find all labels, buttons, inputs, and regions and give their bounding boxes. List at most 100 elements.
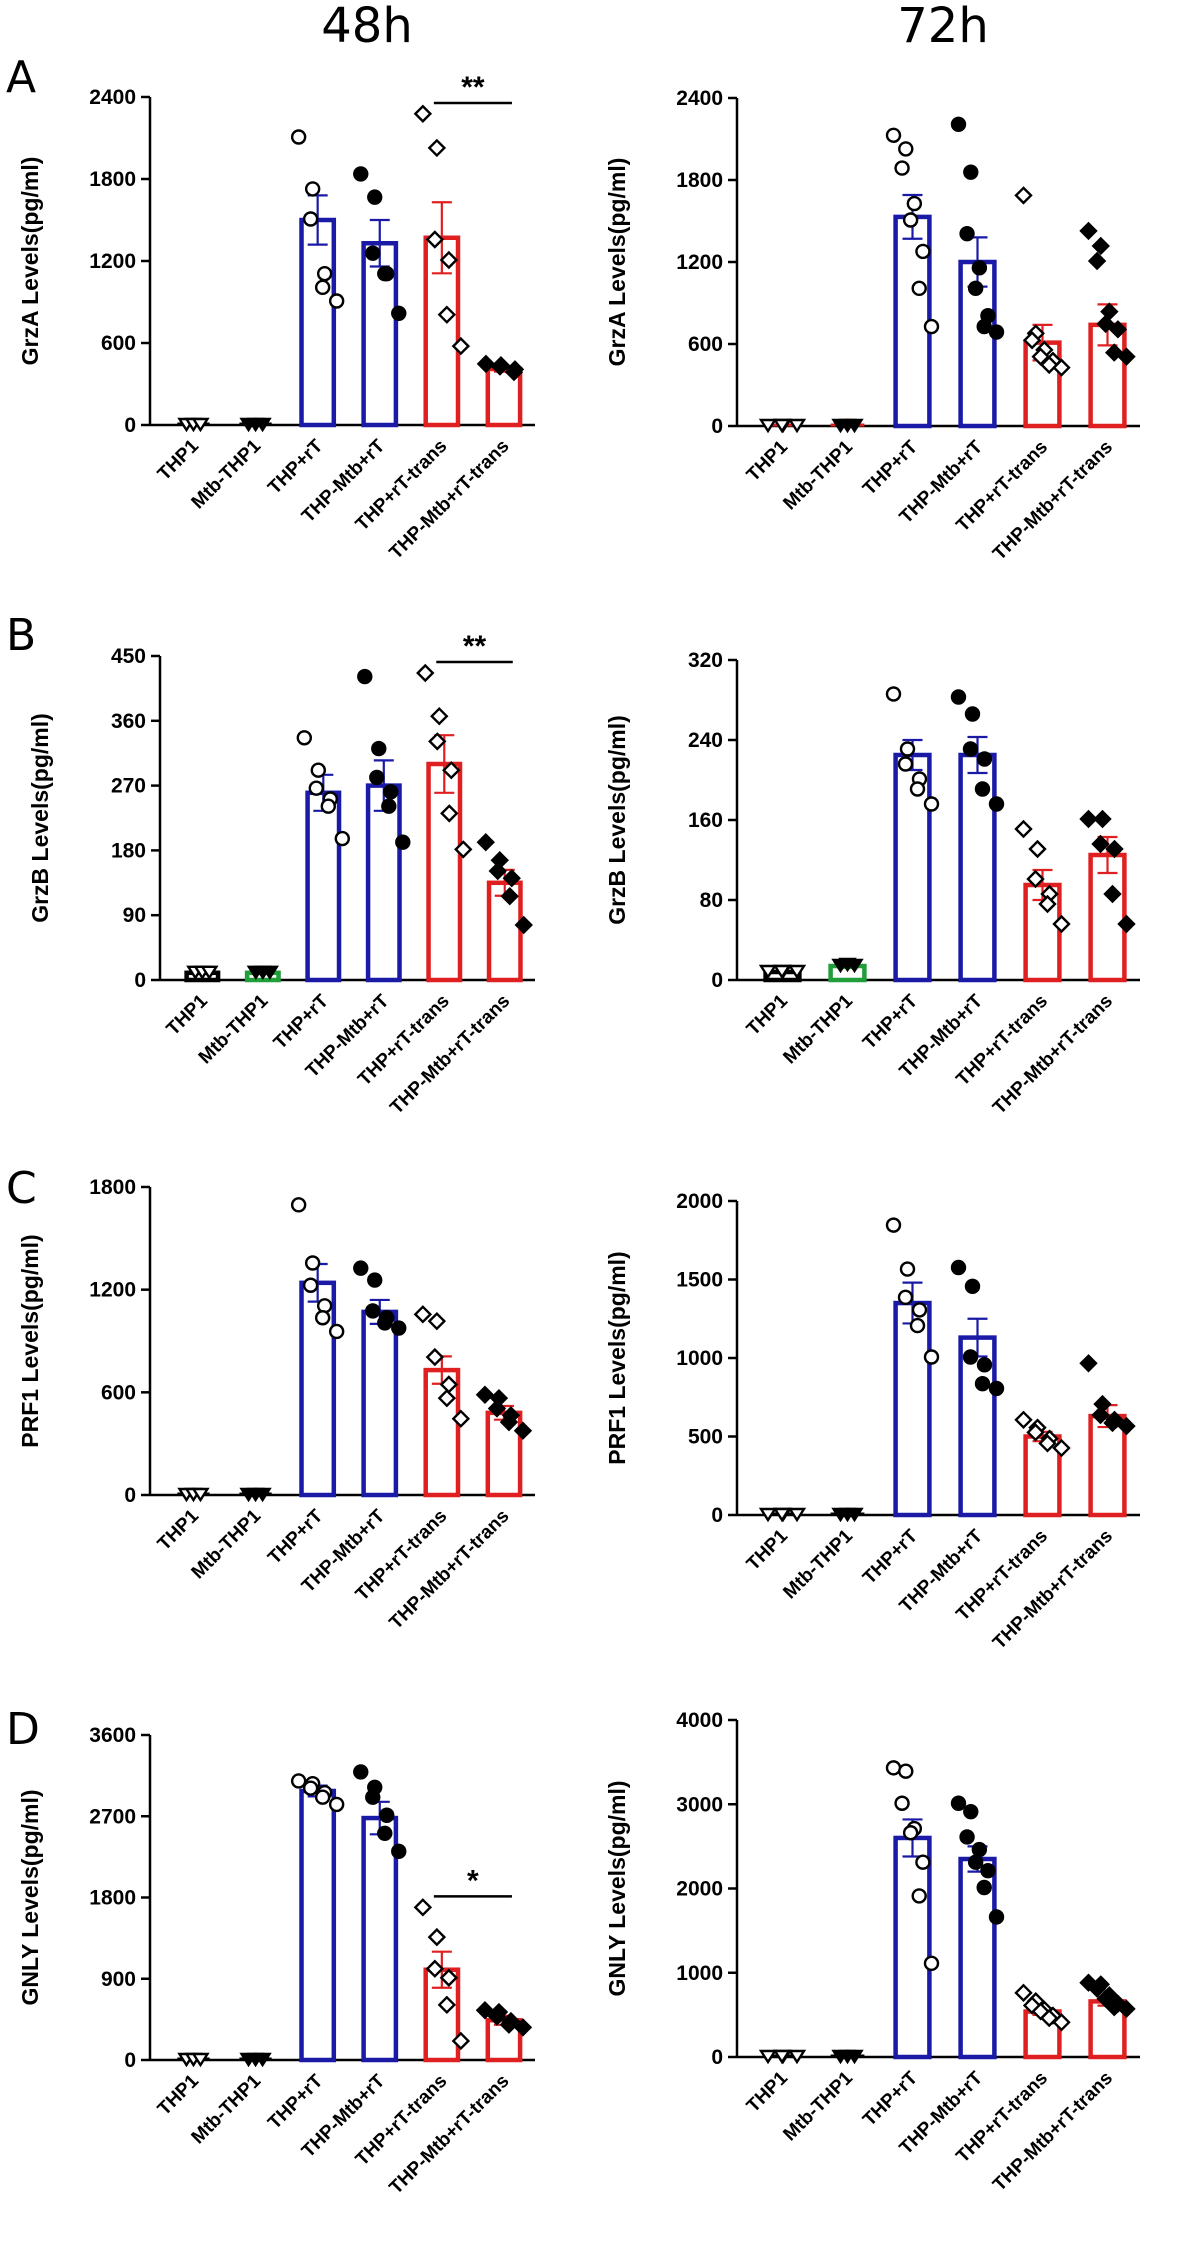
data-point-diamond [1117, 914, 1136, 934]
data-point-circle [365, 245, 381, 261]
data-point-diamond [413, 1305, 433, 1324]
data-point-diamond [513, 2018, 533, 2037]
data-point-circle [894, 1795, 910, 1811]
y-tick-label: 4000 [676, 1709, 723, 1732]
data-point-circle [899, 1261, 916, 1277]
bar-thp-mtb+rt [365, 783, 402, 983]
data-point-diamond [451, 1409, 471, 1428]
data-point-diamond [437, 1388, 457, 1408]
data-point-triangle [787, 2049, 807, 2065]
y-tick-label: 2400 [89, 86, 136, 109]
data-point-circle [314, 1789, 331, 1805]
data-point-circle [911, 1302, 928, 1318]
data-point-circle [963, 164, 979, 180]
data-point-triangle [191, 417, 210, 433]
data-point-circle [377, 1825, 393, 1842]
data-point-circle [950, 689, 967, 705]
y-tick-label: 3000 [676, 1793, 723, 1816]
y-axis-label: PRF1 Levels(pg/ml) [17, 1234, 43, 1447]
data-point-diamond [499, 2015, 519, 2034]
data-point-circle [988, 1380, 1005, 1397]
data-point-circle [302, 1780, 319, 1796]
data-point-circle [885, 127, 902, 143]
data-point-circle [894, 160, 910, 176]
x-tick-label: THP+rT [859, 2067, 922, 2130]
y-axis-label: GrzA Levels(pg/ml) [17, 157, 43, 366]
data-point-diamond [1052, 2013, 1071, 2032]
data-point-triangle [758, 1507, 778, 1523]
data-point-circle [302, 1277, 319, 1293]
x-tick-label: THP1 [743, 436, 792, 485]
data-point-circle [971, 1841, 988, 1858]
data-point-triangle [191, 2052, 210, 2068]
y-tick-label: 0 [711, 2046, 723, 2069]
y-tick-label: 1200 [89, 250, 136, 273]
data-point-diamond [513, 1421, 533, 1440]
data-point-circle [302, 211, 319, 227]
data-point-circle [316, 265, 333, 282]
x-tick-label: THP-Mtb+rT-trans [989, 1526, 1117, 1654]
y-tick-label: 0 [711, 969, 723, 992]
data-point-triangle [787, 418, 807, 434]
data-point-circle [909, 781, 926, 797]
significance-label: * [467, 1864, 479, 1897]
x-tick-label: THP-Mtb+rT-trans [989, 437, 1117, 565]
data-point-circle [290, 1773, 307, 1789]
x-tick-label: Mtb-THP1 [779, 2067, 857, 2145]
bar-thp+rt [299, 1788, 337, 2063]
data-point-diamond [1014, 186, 1033, 205]
y-tick-label: 1800 [89, 1176, 136, 1199]
y-axis-label: GrzA Levels(pg/ml) [604, 158, 630, 367]
data-point-diamond [428, 732, 447, 751]
y-tick-label: 0 [124, 2049, 136, 2072]
y-tick-label: 0 [711, 415, 723, 438]
data-point-diamond [1096, 1989, 1115, 2008]
y-tick-label: 1800 [89, 168, 136, 191]
x-tick-label: THP+rT [859, 990, 922, 1053]
data-point-circle [899, 741, 916, 757]
data-point-diamond [1079, 1354, 1098, 1373]
data-point-diamond [413, 1898, 433, 1917]
data-point-circle [959, 1829, 975, 1845]
data-point-circle [902, 1825, 919, 1841]
y-tick-label: 0 [124, 1484, 136, 1507]
data-point-circle [950, 1795, 967, 1811]
y-tick-label: 320 [688, 649, 723, 672]
data-point-circle [391, 305, 407, 321]
data-point-diamond [442, 761, 461, 780]
data-point-circle [923, 1955, 940, 1972]
y-tick-label: 1500 [676, 1269, 723, 1292]
data-point-circle [967, 280, 984, 297]
y-tick-label: 1200 [676, 251, 723, 274]
x-tick-label: THP-Mtb+rT-trans [989, 991, 1117, 1119]
data-point-circle [962, 741, 979, 757]
x-tick-label: THP+rT [264, 2070, 327, 2133]
data-point-triangle [253, 1487, 272, 1503]
data-point-triangle [772, 1507, 792, 1523]
data-point-circle [365, 1789, 381, 1805]
data-point-circle [915, 243, 931, 260]
y-tick-label: 180 [111, 839, 146, 862]
data-point-circle [377, 1315, 393, 1331]
data-point-diamond [440, 804, 459, 823]
data-point-circle [967, 1854, 984, 1870]
x-tick-label: Mtb-THP1 [779, 990, 857, 1068]
x-tick-label: THP-Mtb+rT-trans [386, 1506, 514, 1634]
data-point-diamond [1052, 358, 1071, 377]
data-point-triangle [260, 965, 280, 981]
bar-thp+rt [299, 217, 337, 428]
data-point-diamond [487, 2007, 507, 2026]
data-point-circle [383, 784, 399, 800]
data-point-diamond [427, 138, 447, 158]
data-point-circle [976, 1357, 993, 1373]
x-tick-label: THP+rT [264, 435, 327, 498]
y-axis-label: GrzB Levels(pg/ml) [604, 715, 630, 925]
data-point-circle [911, 1888, 927, 1904]
x-tick-label: THP1 [743, 2067, 792, 2116]
column-title-72h: 72h [897, 0, 989, 54]
data-point-diamond [413, 104, 433, 123]
